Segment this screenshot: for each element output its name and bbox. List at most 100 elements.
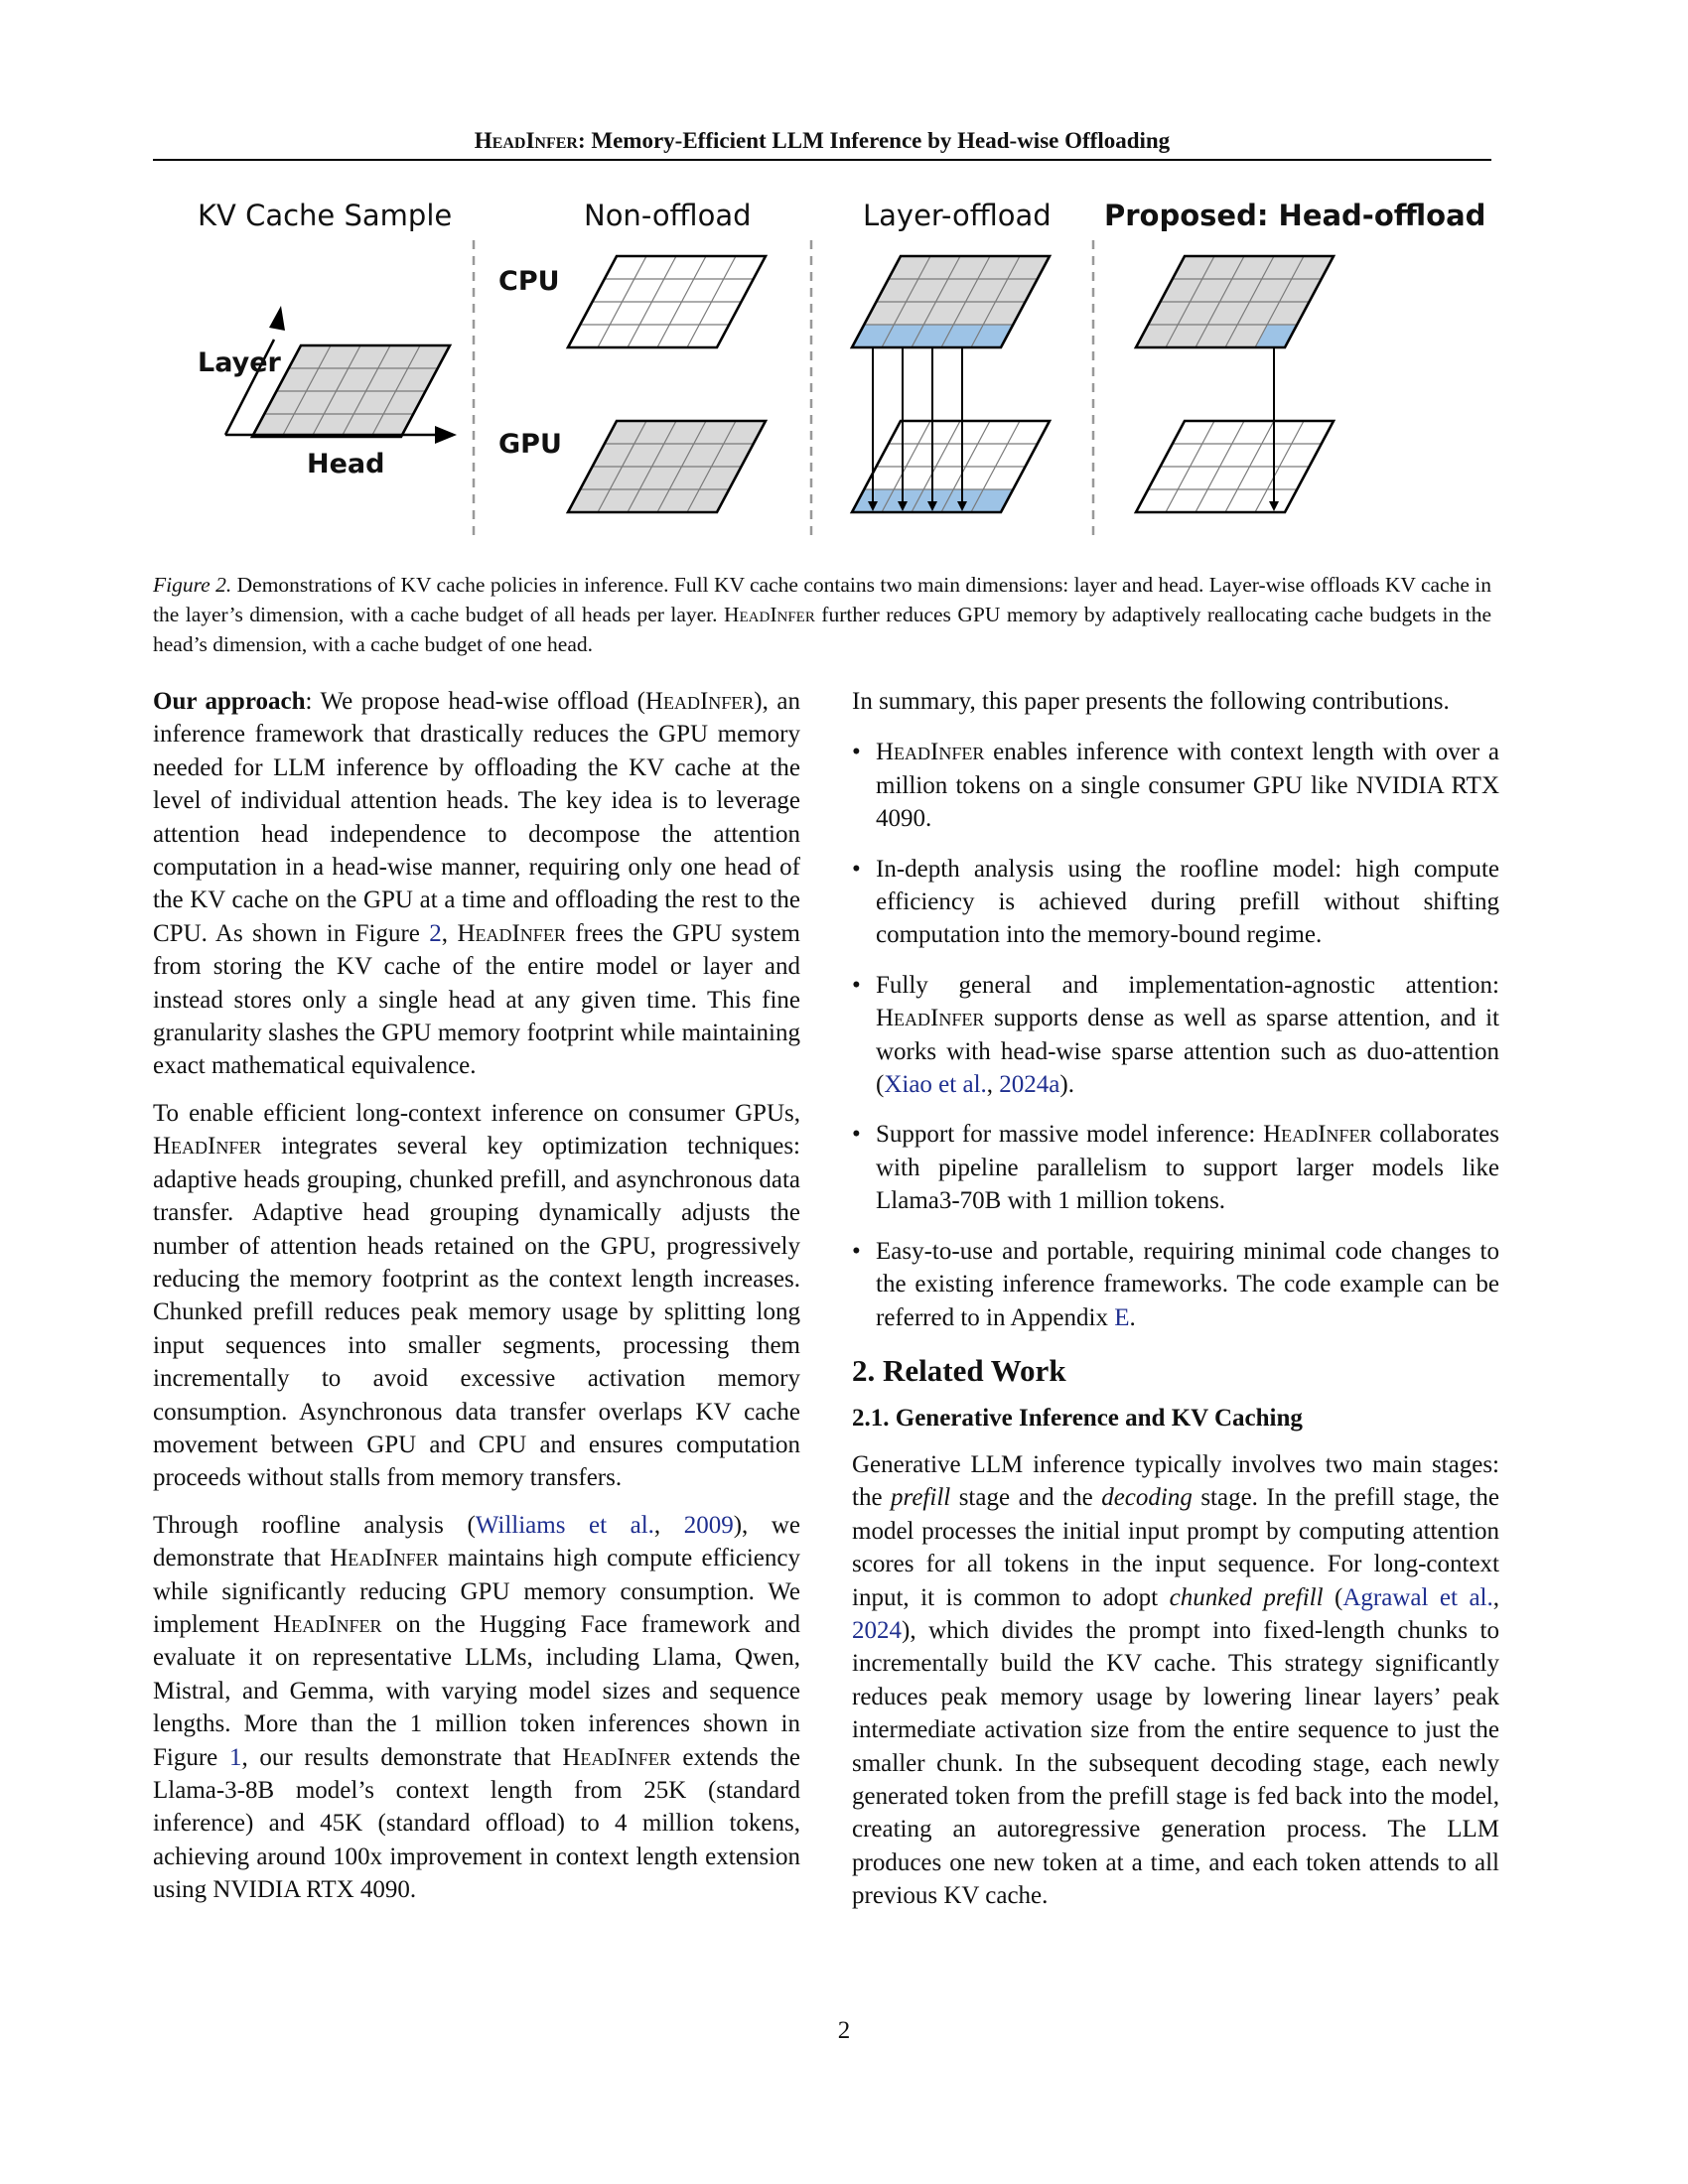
section-heading-related-work: 2. Related Work	[852, 1352, 1066, 1388]
figure-2: KV Cache Sample Non-offload Layer-offloa…	[153, 189, 1491, 556]
bullet-glyph: •	[852, 1121, 861, 1149]
caption-text-b: further reduces GPU memory by adaptively…	[153, 603, 1491, 656]
head-axis-arrowhead	[435, 426, 457, 444]
text-span: Fully general and implementation-agnosti…	[876, 971, 1499, 999]
system-name: HeadInfer	[1263, 1121, 1372, 1149]
device-label-gpu: GPU	[498, 429, 562, 460]
text-span: stage. In the prefill stage, the model p…	[852, 1484, 1499, 1611]
head-offload-cpu-grid-outline	[1133, 254, 1336, 349]
text-span: frees the GPU system from storing the KV…	[153, 919, 800, 1080]
paragraph-techniques: To enable efficient long-context inferen…	[153, 1097, 800, 1495]
citation-link[interactable]: 2024a	[999, 1071, 1060, 1099]
text-span: Generative LLM inference typically invol…	[852, 1450, 1499, 1512]
non-offload-gpu-grid-outline	[565, 419, 769, 514]
layer-offload-cpu-grid-outline	[849, 254, 1053, 349]
layer-offload-cpu-grid-highlight	[852, 325, 1014, 347]
paragraph-lead-our-approach: Our approach	[153, 688, 306, 715]
text-span: enables inference with context length wi…	[876, 739, 1499, 833]
citation-link[interactable]: Williams et al.	[475, 1511, 654, 1539]
header-title-rest: : Memory-Efficient LLM Inference by Head…	[577, 128, 1171, 153]
text-span: maintains high compute efficiency while …	[153, 1545, 800, 1638]
system-name: HeadInfer	[562, 1743, 671, 1771]
device-label-cpu: CPU	[498, 266, 560, 297]
caption-label: Figure 2.	[153, 573, 232, 597]
contributions-list: • HeadInfer enables inference with contex…	[852, 736, 1499, 1334]
right-column: In summary, this paper presents the foll…	[852, 685, 1499, 1913]
text-span: ), an inference framework that drastical…	[153, 688, 801, 947]
layer-axis-arrow	[223, 339, 276, 436]
text-span: on the Hugging Face framework and evalua…	[153, 1610, 801, 1771]
contribution-item: • Easy-to-use and portable, requiring min…	[852, 1235, 1499, 1334]
bullet-glyph: •	[852, 855, 861, 883]
text-span: ,	[1492, 1583, 1499, 1611]
header-system-name: HeadInfer	[474, 128, 578, 153]
system-name: HeadInfer	[457, 919, 566, 947]
contribution-item: • Fully general and implementation-agnost…	[852, 969, 1499, 1102]
panel-title-layer-offload: Layer-offload	[863, 199, 1052, 232]
contribution-item: • In-depth analysis using the roofline mo…	[852, 853, 1499, 952]
offload-transfer-arrow-head	[957, 501, 967, 511]
text-span: Through roofline analysis (	[153, 1511, 476, 1539]
bullet-glyph: •	[852, 1237, 861, 1265]
figure-2-diagram	[223, 240, 1336, 538]
axis-label-layer: Layer	[198, 347, 281, 378]
bullet-glyph: •	[852, 739, 861, 766]
text-span: To enable efficient long-context inferen…	[153, 1099, 800, 1127]
contribution-item: • HeadInfer enables inference with contex…	[852, 736, 1499, 835]
contribution-item: • Support for massive model inference: He…	[852, 1118, 1499, 1217]
text-span: extends the Llama-3-8B model’s context l…	[153, 1743, 800, 1904]
caption-system-name: HeadInfer	[723, 603, 815, 626]
text-span: ), which divides the prompt into fixed-l…	[852, 1616, 1499, 1910]
text-span: collaborates with pipeline parallelism t…	[876, 1121, 1499, 1215]
offload-transfer-arrow-head	[868, 501, 878, 511]
running-header: HeadInfer: Memory-Efficient LLM Inferenc…	[153, 127, 1491, 155]
text-span: ,	[986, 1071, 1000, 1099]
subsection-heading: 2.1. Generative Inference and KV Caching	[852, 1404, 1303, 1432]
text-span: supports dense as well as sparse attenti…	[876, 1005, 1499, 1099]
system-name: HeadInfer	[273, 1610, 382, 1638]
paragraph-generative-inference: Generative LLM inference typically invol…	[852, 1448, 1499, 1913]
appendix-ref-link[interactable]: E	[1114, 1303, 1130, 1331]
non-offload-cpu-grid-outline	[565, 254, 769, 349]
system-name: HeadInfer	[330, 1545, 439, 1572]
bullet-glyph: •	[852, 971, 861, 999]
text-span: Support for massive model inference:	[876, 1121, 1264, 1149]
emphasis-term: prefill	[891, 1484, 951, 1512]
offload-transfer-arrow-head	[1269, 501, 1279, 511]
paragraph-our-approach: Our approach: We propose head-wise offlo…	[153, 685, 800, 1083]
citation-link[interactable]: 2009	[683, 1511, 734, 1539]
system-name: HeadInfer	[876, 739, 985, 766]
figure-ref-link[interactable]: 1	[228, 1743, 242, 1771]
text-span: .	[1129, 1303, 1136, 1331]
header-rule	[153, 159, 1491, 161]
system-name: HeadInfer	[644, 688, 755, 715]
text-span: (	[1323, 1583, 1343, 1611]
page-number: 2	[837, 2017, 851, 2044]
panel-title-kv-cache-sample: KV Cache Sample	[198, 199, 453, 232]
layer-offload-gpu-grid-outline	[849, 419, 1053, 514]
kv-cache-sample-grid-outline	[249, 343, 453, 439]
text-span: stage and the	[950, 1484, 1102, 1512]
text-span: , our results demonstrate that	[241, 1743, 563, 1771]
left-column: Our approach: We propose head-wise offlo…	[153, 685, 800, 1907]
offload-transfer-arrow-head	[927, 501, 937, 511]
contributions-intro: In summary, this paper presents the foll…	[852, 688, 1450, 715]
text-span: In-depth analysis using the roofline mod…	[876, 855, 1499, 949]
text-span: ,	[441, 919, 458, 947]
figure-caption: Figure 2. Demonstrations of KV cache pol…	[153, 570, 1491, 659]
system-name: HeadInfer	[153, 1133, 262, 1160]
head-offload-gpu-grid-outline	[1133, 419, 1336, 514]
caption-text-a: Demonstrations of KV cache policies in i…	[153, 573, 1491, 626]
panel-title-head-offload: Proposed: Head-offload	[1104, 199, 1486, 232]
panel-title-non-offload: Non-offload	[584, 199, 752, 232]
text-span: ,	[653, 1511, 684, 1539]
paragraph-roofline: Through roofline analysis (Williams et a…	[153, 1509, 800, 1907]
citation-link[interactable]: Agrawal et al.	[1342, 1583, 1493, 1611]
citation-link[interactable]: Xiao et al.	[884, 1071, 987, 1099]
citation-link[interactable]: 2024	[852, 1616, 902, 1644]
offload-transfer-arrow-head	[898, 501, 908, 511]
layer-axis-arrowhead	[269, 306, 285, 331]
text-span: : We propose head-wise offload (	[305, 688, 645, 715]
figure-ref-link[interactable]: 2	[429, 919, 442, 947]
system-name: HeadInfer	[876, 1005, 985, 1032]
